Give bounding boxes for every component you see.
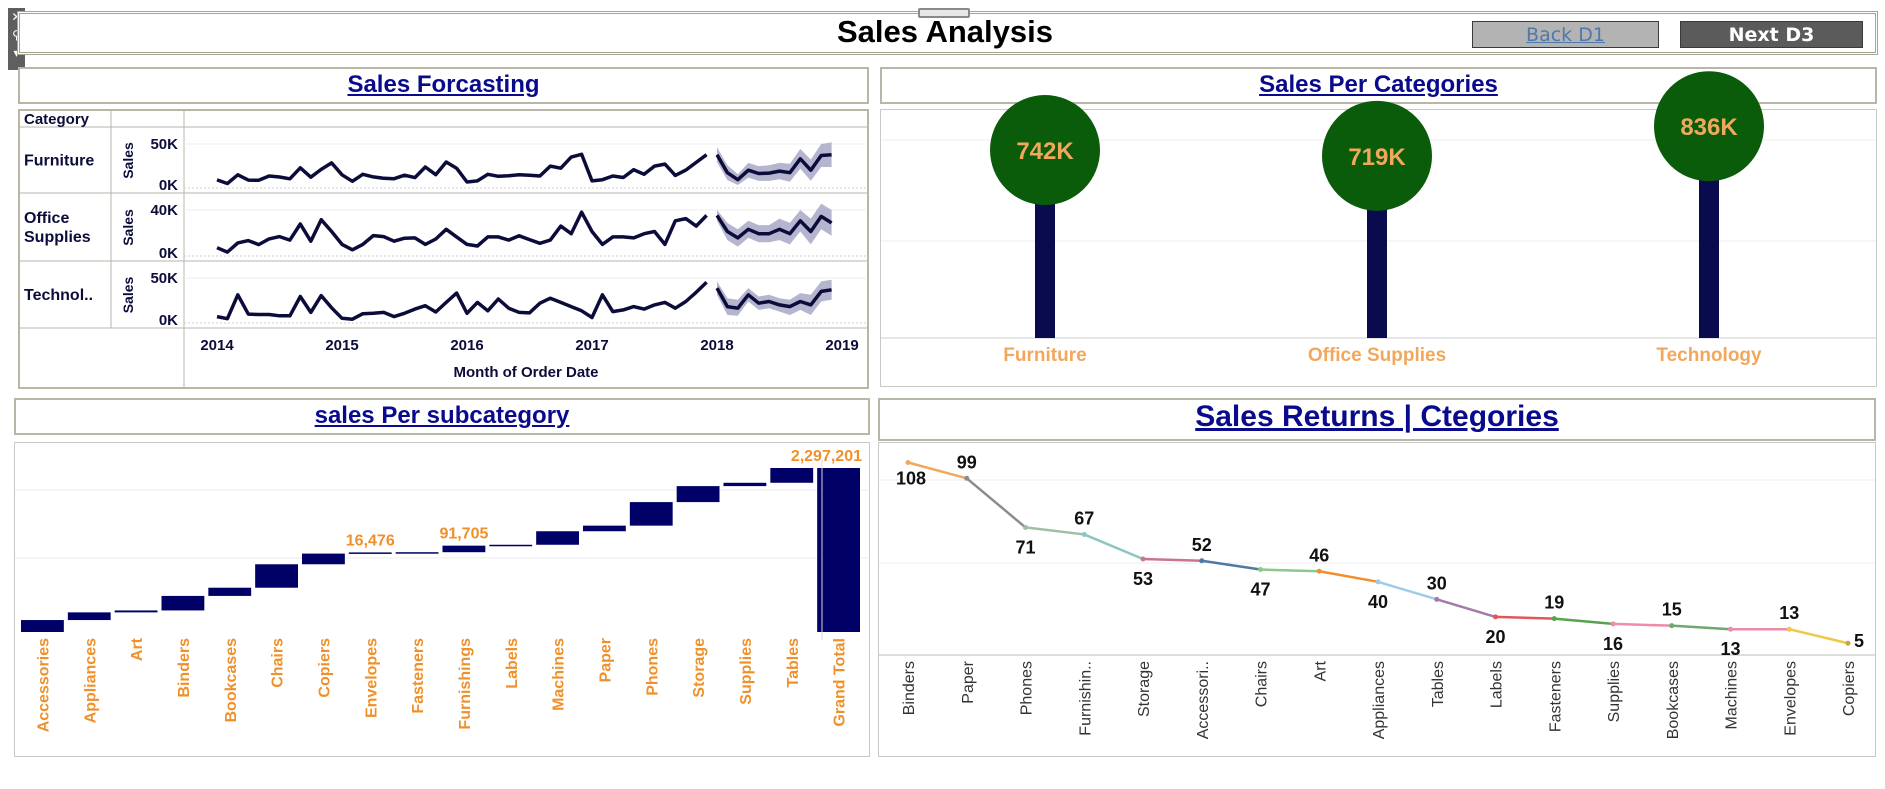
x-tick-label: 2017 bbox=[575, 337, 608, 354]
returns-panel bbox=[878, 442, 1876, 757]
returns-title: Sales Returns | Ctegories bbox=[1195, 400, 1559, 433]
actual-sales-line bbox=[216, 280, 708, 321]
forecast-line bbox=[715, 152, 832, 182]
actual-sales-line bbox=[216, 152, 708, 186]
x-tick-label: 2015 bbox=[325, 337, 358, 354]
forecast-panel bbox=[18, 109, 869, 389]
row-header: Category bbox=[24, 111, 90, 128]
back-button[interactable]: Back D1 bbox=[1472, 21, 1659, 48]
subcategory-title-bar bbox=[14, 398, 870, 435]
subcategory-title: sales Per subcategory bbox=[314, 402, 570, 429]
returns-title-bar bbox=[878, 398, 1876, 441]
y-tick-label: 40K bbox=[150, 202, 178, 219]
categories-title: Sales Per Categories bbox=[1259, 71, 1498, 98]
chevron-down-icon[interactable]: ▾ bbox=[8, 44, 25, 62]
y-tick-label: 0K bbox=[159, 245, 178, 262]
x-tick-label: 2014 bbox=[200, 337, 234, 354]
x-axis-title: Month of Order Date bbox=[454, 364, 599, 381]
forecast-title-bar bbox=[18, 67, 869, 104]
forecast-band bbox=[717, 203, 832, 247]
axis-title: Sales bbox=[120, 142, 136, 179]
pin-icon[interactable]: ⚲ bbox=[8, 26, 25, 44]
close-icon[interactable]: ✕ bbox=[8, 8, 25, 26]
actual-sales-line bbox=[216, 210, 708, 254]
forecast-band bbox=[717, 279, 832, 316]
subcategory-panel bbox=[14, 442, 870, 757]
y-tick-label: 0K bbox=[159, 177, 178, 194]
next-button[interactable]: Next D3 bbox=[1680, 21, 1863, 48]
axis-title: Sales bbox=[120, 276, 136, 313]
forecast-title: Sales Forcasting bbox=[347, 71, 540, 98]
drag-handle-icon[interactable] bbox=[918, 8, 970, 18]
forecast-line bbox=[715, 214, 833, 240]
x-tick-label: 2016 bbox=[450, 337, 483, 354]
y-tick-label: 0K bbox=[159, 312, 178, 329]
axis-title: Sales bbox=[120, 209, 136, 246]
y-tick-label: 50K bbox=[150, 136, 178, 153]
x-tick-label: 2018 bbox=[700, 337, 733, 354]
category-label: Furniture bbox=[24, 153, 94, 170]
x-tick-label: 2019 bbox=[825, 337, 858, 354]
category-label: Technol.. bbox=[24, 287, 93, 304]
page-title: Sales Analysis bbox=[837, 14, 1053, 49]
y-tick-label: 50K bbox=[150, 270, 178, 287]
category-label: Office bbox=[24, 210, 69, 227]
forecast-line bbox=[715, 287, 832, 310]
category-label: Supplies bbox=[24, 229, 91, 246]
